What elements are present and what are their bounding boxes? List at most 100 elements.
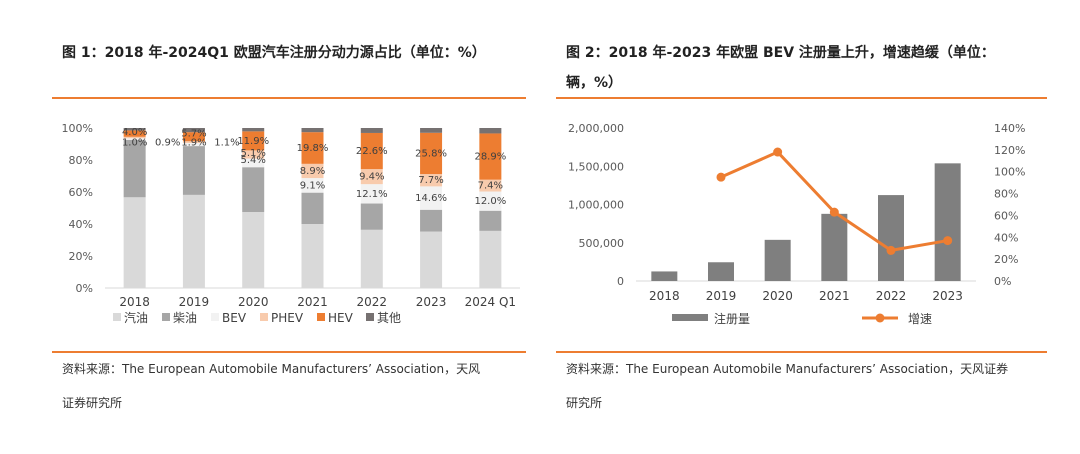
y-right-tick-label: 0% [994, 275, 1011, 288]
bar-bev-2018 [123, 138, 146, 140]
y-right-tick-label: 80% [994, 188, 1018, 201]
bar-gasoline-2019 [182, 194, 205, 288]
legend-swatch [211, 313, 219, 321]
x-tick-label: 2022 [357, 295, 388, 309]
bar-registrations-2022 [878, 195, 904, 281]
data-label: 1.9% [181, 137, 206, 148]
data-label: 5.1% [241, 148, 266, 159]
y-tick-label: 20% [69, 250, 93, 263]
data-label: 7.4% [478, 181, 503, 192]
data-label: 14.6% [415, 193, 447, 204]
x-tick-label: 2024 Q1 [465, 295, 516, 309]
bar-registrations-2021 [821, 213, 848, 281]
x-tick-label: 2019 [179, 295, 210, 309]
data-label: 7.7% [418, 175, 443, 186]
bar-bev-2024-q1 [479, 191, 502, 211]
figure1-source-line2: 证券研究所 [62, 396, 123, 410]
bar-bev-2023 [420, 186, 443, 210]
legend-swatch [317, 313, 325, 321]
legend-label: PHEV [271, 311, 304, 325]
y-left-tick-label: 1,000,000 [568, 199, 624, 212]
bar-hev-2018 [123, 130, 146, 137]
legend-swatch-growth-marker [875, 313, 885, 323]
bar-hev-2022 [360, 132, 383, 170]
figure1-stacked-bar-chart: 0% 20% 40% 60% 80% 100% 2018 2019 2020 2021 2022 20… [62, 122, 520, 325]
bar-bev-2020 [242, 158, 265, 168]
figure2-source-line1: 资料来源：The European Automobile Manufacture… [566, 362, 1009, 376]
bar-hev-2024-q1 [479, 133, 502, 180]
bar-gasoline-2020 [242, 212, 265, 288]
growth-point [943, 236, 953, 246]
figure2-bar-line-chart: 0 500,000 1,000,000 1,500,000 2,000,000 0% 20%… [568, 122, 1025, 326]
bar-other-2022 [360, 128, 383, 133]
bar-diesel-2023 [420, 209, 443, 232]
x-tick-label: 2022 [876, 289, 907, 303]
data-label: 1.1% [214, 137, 239, 148]
data-label: 4.0% [122, 127, 147, 138]
data-label: 12.0% [474, 196, 506, 207]
bar-diesel-2024-q1 [479, 210, 502, 231]
growth-point [773, 147, 783, 157]
y-left-tick-label: 2,000,000 [568, 122, 624, 135]
legend-label: 柴油 [173, 311, 197, 325]
legend-swatch [366, 313, 374, 321]
bar-other-2023 [420, 128, 443, 133]
bar-hev-2019 [182, 132, 205, 142]
y-right-tick-label: 100% [994, 166, 1025, 179]
legend-label: HEV [328, 311, 354, 325]
y-right-tick-label: 60% [994, 209, 1018, 222]
bar-diesel-2019 [182, 146, 205, 195]
bar-gasoline-2024-q1 [479, 230, 502, 288]
data-label: 25.8% [415, 148, 447, 159]
data-label: 19.8% [297, 143, 329, 154]
bar-other-2019 [182, 128, 205, 133]
legend-label-growth: 增速 [908, 312, 932, 326]
y-tick-label: 0% [76, 282, 93, 295]
bar-registrations-2023 [934, 163, 961, 281]
data-label: 8.9% [300, 166, 325, 177]
bar-phev-2024-q1 [479, 179, 502, 192]
figure2-bottom-rule [556, 351, 1047, 353]
y-right-tick-label: 40% [994, 231, 1018, 244]
figure2-top-rule [556, 97, 1047, 99]
bar-phev-2018 [123, 136, 146, 139]
y-right-tick-label: 120% [994, 144, 1025, 157]
figure2-title-line2: 辆，%） [566, 75, 623, 91]
bar-bev-2019 [182, 143, 205, 147]
bar-diesel-2021 [301, 192, 324, 224]
bar-gasoline-2023 [420, 231, 443, 288]
bar-other-2020 [242, 128, 265, 132]
data-label: 12.1% [356, 189, 388, 200]
bar-hev-2020 [242, 131, 265, 151]
data-label: 28.9% [474, 152, 506, 163]
x-tick-label: 2018 [649, 289, 680, 303]
y-tick-label: 60% [69, 186, 93, 199]
bar-hev-2023 [420, 132, 443, 175]
x-tick-label: 2023 [932, 289, 963, 303]
x-tick-label: 2021 [819, 289, 850, 303]
legend-swatch [260, 313, 268, 321]
figure2-source-line2: 研究所 [566, 396, 603, 410]
bar-diesel-2020 [242, 167, 265, 212]
y-left-tick-label: 0 [617, 275, 624, 288]
y-right-tick-label: 20% [994, 253, 1018, 266]
growth-point [716, 172, 726, 182]
bar-phev-2019 [182, 141, 205, 144]
bar-diesel-2022 [360, 203, 383, 230]
data-label: 0.9% [155, 137, 180, 148]
figure1-source-line1: 资料来源：The European Automobile Manufacture… [62, 362, 481, 376]
data-label: 1.0% [122, 137, 147, 148]
bar-phev-2020 [242, 150, 265, 159]
legend-swatch [162, 313, 170, 321]
y-left-tick-label: 500,000 [579, 237, 625, 250]
data-label: 9.4% [359, 172, 384, 183]
bar-bev-2022 [360, 184, 383, 204]
bar-other-2024-q1 [479, 128, 502, 134]
y-right-tick-label: 140% [994, 122, 1025, 135]
bar-registrations-2019 [708, 262, 734, 281]
x-tick-label: 2018 [119, 295, 150, 309]
bar-other-2018 [123, 128, 146, 131]
data-label: 5.7% [181, 129, 206, 140]
figure1-bottom-rule [52, 351, 526, 353]
bar-phev-2021 [301, 163, 324, 179]
